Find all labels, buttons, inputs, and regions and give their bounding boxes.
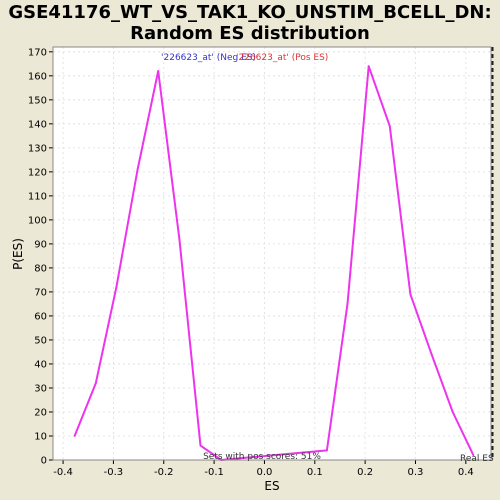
x-axis-label: ES (264, 479, 279, 493)
y-tick-label: 20 (34, 407, 47, 418)
y-tick-label: 90 (34, 239, 47, 250)
y-tick-label: 40 (34, 359, 47, 370)
data-point (325, 449, 328, 452)
data-point (94, 382, 97, 385)
y-axis-label: P(ES) (11, 238, 25, 270)
y-tick-label: 60 (34, 311, 47, 322)
data-point (199, 444, 202, 447)
plot-area (53, 47, 491, 460)
x-tick-label: -0.4 (53, 467, 73, 478)
pos-scores-annotation: Sets with pos scores: 51% (203, 452, 321, 462)
chart-title-line1: GSE41176_WT_VS_TAK1_KO_UNSTIM_BCELL_DN: (8, 2, 491, 23)
data-point (367, 65, 370, 68)
x-tick-label: -0.1 (204, 467, 224, 478)
x-tick-label: 0.2 (357, 467, 373, 478)
y-tick-label: 150 (28, 95, 47, 106)
data-point (157, 70, 160, 72)
y-tick-label: 170 (28, 47, 47, 58)
data-point (409, 293, 412, 296)
y-tick-label: 70 (34, 287, 47, 298)
x-tick-label: 0.1 (307, 467, 323, 478)
chart-title-line2: Random ES distribution (130, 23, 370, 44)
data-point (388, 125, 391, 128)
x-tick-label: 0.3 (408, 467, 424, 478)
x-tick-label: 0.0 (256, 467, 272, 478)
data-point (73, 435, 76, 437)
x-tick-label: -0.2 (154, 467, 174, 478)
y-tick-label: 130 (28, 143, 47, 154)
y-tick-label: 100 (28, 215, 47, 226)
x-tick-label: 0.4 (458, 467, 474, 478)
y-tick-label: 80 (34, 263, 47, 274)
y-tick-label: 50 (34, 335, 47, 346)
plot-frame (52, 46, 492, 461)
data-point (178, 238, 181, 240)
y-tick-label: 30 (34, 383, 47, 394)
y-tick-label: 110 (28, 191, 47, 202)
y-tick-label: 160 (28, 71, 47, 82)
y-tick-label: 120 (28, 167, 47, 178)
data-point (115, 286, 118, 289)
legend-neg-es: '226623_at' (Neg ES) (161, 53, 256, 63)
data-point (451, 411, 454, 413)
y-tick-label: 0 (41, 456, 47, 467)
data-point (430, 353, 433, 356)
data-point (136, 168, 139, 171)
data-point (346, 303, 349, 305)
y-tick-label: 10 (34, 431, 47, 442)
legend-pos-es: '226623_at' (Pos ES) (236, 53, 328, 63)
x-tick-label: -0.3 (104, 467, 124, 478)
real-es-label: Real ES (460, 454, 494, 464)
axes: 0 10 20 30 40 50 60 70 80 90 100 110 120 130 140 150 160… (28, 46, 492, 478)
y-tick-label: 140 (28, 119, 47, 130)
data-point (472, 454, 475, 457)
series-line (73, 65, 475, 461)
